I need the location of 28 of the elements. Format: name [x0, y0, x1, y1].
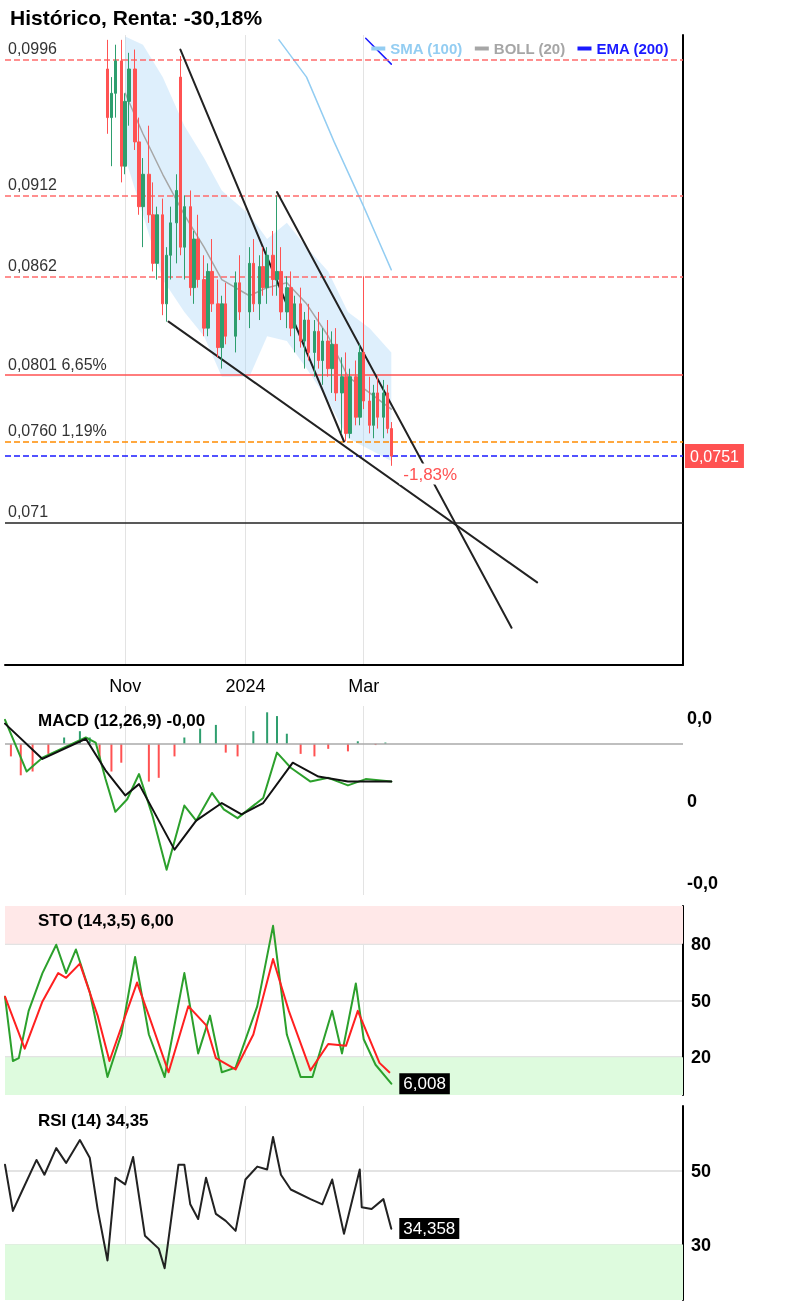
ref-line-label: 0,0801 6,65% — [8, 355, 107, 373]
y-tick-label: 50 — [691, 990, 712, 1011]
ref-line-label: 0,0996 — [8, 39, 58, 57]
x-tick-label: 2024 — [225, 676, 266, 696]
x-tick-label: Mar — [348, 676, 380, 696]
y-tick-label: 80 — [691, 933, 712, 954]
legend-label: BOLL (20) — [493, 40, 566, 57]
ref-line-label: 0,071 — [8, 502, 49, 520]
text: 0 — [687, 790, 698, 811]
annotation: 34,358 — [403, 1218, 456, 1238]
text: -0,0 — [687, 873, 719, 893]
legend-label: SMA (100) — [390, 40, 463, 57]
ref-line-label: 0,0862 — [8, 256, 58, 274]
y-tick-label: 50 — [691, 1160, 712, 1181]
annotation: 6,008 — [403, 1074, 446, 1094]
chart-title: RSI (14) 34,35 — [38, 1111, 149, 1130]
chart-title: Histórico, Renta: -30,18% — [10, 6, 263, 29]
annotation: -1,83% — [403, 464, 458, 484]
chart-title: STO (14,3,5) 6,00 — [38, 911, 174, 930]
y-tick-label: 20 — [691, 1047, 712, 1068]
ref-line-label: 0,0751 — [690, 447, 740, 465]
y-tick-label: 30 — [691, 1234, 712, 1255]
ref-line-label: 0,0760 1,19% — [8, 422, 107, 439]
text: 0,0 — [687, 708, 713, 728]
chart-title: MACD (12,26,9) -0,00 — [38, 711, 206, 730]
legend-label: EMA (200) — [596, 40, 669, 57]
x-tick-label: Nov — [109, 676, 142, 696]
ref-line-label: 0,0912 — [8, 175, 58, 193]
